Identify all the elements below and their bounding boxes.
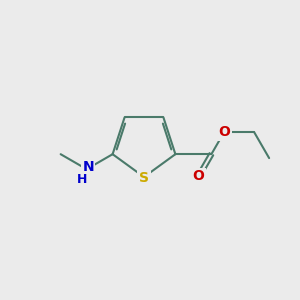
Text: O: O [193,169,205,183]
Text: H: H [77,173,87,186]
Text: O: O [218,125,230,139]
Text: S: S [139,172,149,185]
Text: N: N [82,160,94,174]
